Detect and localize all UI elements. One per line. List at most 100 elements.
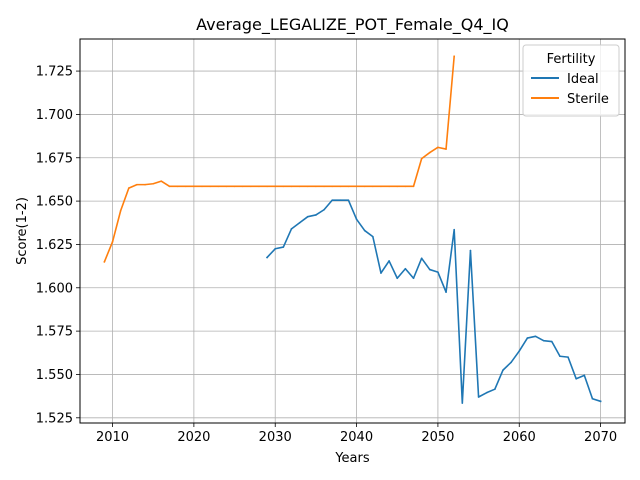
data-point-sterile	[136, 183, 138, 186]
data-point-ideal	[380, 272, 382, 274]
data-point-sterile	[111, 241, 114, 243]
y-tick-label: 1.675	[36, 151, 73, 166]
data-point-ideal	[363, 229, 366, 232]
data-point-sterile	[323, 185, 325, 188]
data-point-ideal	[550, 340, 553, 343]
data-point-ideal	[355, 218, 358, 221]
data-point-ideal	[372, 235, 374, 238]
data-point-ideal	[420, 257, 423, 260]
data-point-ideal	[510, 361, 512, 364]
data-point-sterile	[225, 185, 228, 188]
plot-frame	[79, 38, 626, 424]
x-tick-label: 2050	[421, 430, 454, 445]
data-point-sterile	[282, 185, 285, 188]
data-point-ideal	[567, 356, 569, 358]
data-point-sterile	[298, 185, 301, 188]
x-axis-label: Years	[334, 451, 370, 466]
data-point-sterile	[233, 185, 236, 188]
y-axis-ticks: 1.525 1.550 1.575 1.600 1.625 1.650 1.675 1.700…	[36, 65, 80, 426]
data-point-sterile	[453, 55, 455, 58]
x-tick-label: 2040	[340, 430, 373, 445]
data-point-ideal	[518, 350, 521, 352]
y-tick-label: 1.700	[36, 108, 73, 123]
data-point-ideal	[583, 374, 586, 377]
x-tick-label: 2020	[177, 430, 210, 445]
data-point-sterile	[217, 185, 220, 188]
data-point-sterile	[380, 185, 382, 188]
data-point-ideal	[445, 291, 447, 293]
data-point-ideal	[437, 271, 439, 273]
data-point-sterile	[209, 185, 211, 188]
data-point-ideal	[347, 199, 350, 202]
data-point-ideal	[428, 268, 431, 271]
data-point-sterile	[193, 185, 195, 188]
data-point-sterile	[241, 185, 244, 188]
data-point-ideal	[306, 215, 309, 218]
data-point-ideal	[290, 228, 293, 230]
legend-label-ideal: Ideal	[567, 72, 599, 87]
legend-label-sterile: Sterile	[567, 92, 609, 107]
data-point-ideal	[469, 249, 472, 252]
x-tick-label: 2030	[259, 430, 292, 445]
data-point-sterile	[258, 185, 260, 188]
y-tick-label: 1.650	[36, 195, 73, 210]
data-point-ideal	[502, 369, 504, 371]
y-tick-label: 1.625	[36, 238, 73, 253]
series-line-sterile	[103, 55, 456, 263]
data-point-ideal	[323, 208, 325, 211]
data-point-sterile	[250, 185, 252, 188]
data-point-ideal	[494, 388, 496, 390]
data-point-sterile	[184, 185, 187, 188]
data-point-sterile	[119, 209, 122, 212]
data-point-ideal	[282, 246, 285, 248]
data-point-ideal	[461, 402, 464, 404]
data-point-ideal	[575, 377, 577, 380]
data-point-ideal	[412, 277, 415, 280]
data-point-sterile	[355, 185, 358, 188]
data-point-ideal	[534, 335, 537, 338]
x-tick-label: 2060	[503, 430, 536, 445]
data-point-ideal	[453, 228, 455, 231]
data-point-sterile	[274, 185, 277, 188]
data-point-ideal	[591, 397, 594, 400]
y-tick-label: 1.525	[36, 411, 73, 426]
data-point-sterile	[437, 146, 439, 149]
data-point-sterile	[201, 185, 203, 188]
y-tick-label: 1.600	[36, 281, 73, 296]
data-point-sterile	[445, 148, 447, 150]
chart-title: Average_LEGALIZE_POT_Female_Q4_IQ	[196, 15, 509, 35]
data-point-ideal	[485, 391, 488, 394]
data-point-ideal	[339, 199, 342, 202]
data-point-sterile	[176, 185, 179, 188]
x-axis-ticks: 2010 2020 2030 2040 2050 2060 2070	[96, 423, 617, 445]
legend-title: Fertility	[547, 52, 596, 67]
data-point-sterile	[266, 185, 268, 188]
legend: Fertility Ideal Sterile	[522, 44, 620, 117]
data-point-sterile	[412, 185, 415, 188]
y-tick-label: 1.575	[36, 325, 73, 340]
data-point-ideal	[526, 337, 529, 339]
data-point-sterile	[144, 183, 146, 186]
data-point-ideal	[315, 214, 317, 216]
data-point-sterile	[428, 151, 431, 154]
data-point-sterile	[168, 185, 171, 188]
data-point-sterile	[128, 187, 130, 189]
data-point-ideal	[266, 256, 268, 259]
data-point-ideal	[542, 339, 545, 342]
series-layer	[103, 55, 602, 404]
data-point-sterile	[306, 185, 309, 188]
data-point-ideal	[396, 277, 399, 280]
data-point-ideal	[274, 247, 277, 250]
data-point-sterile	[339, 185, 342, 188]
data-point-ideal	[388, 260, 390, 262]
data-point-sterile	[160, 180, 163, 182]
data-point-ideal	[477, 396, 480, 398]
y-tick-label: 1.725	[36, 65, 73, 80]
data-point-sterile	[396, 185, 399, 188]
data-point-ideal	[298, 221, 301, 224]
data-point-ideal	[331, 199, 333, 202]
data-point-sterile	[290, 185, 293, 188]
series-line-ideal	[265, 199, 602, 404]
data-point-sterile	[347, 185, 350, 188]
y-axis-label: Score(1-2)	[15, 197, 30, 265]
